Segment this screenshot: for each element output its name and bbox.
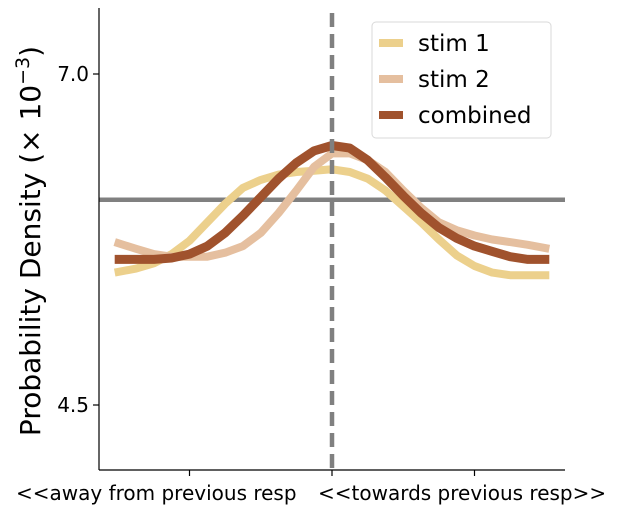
y-axis-label-main: Probability Density (× 10 [14,85,47,436]
y-axis-label-exponent: −3 [12,57,34,85]
y-tick-label: 7.0 [57,62,89,86]
y-tick-label: 4.5 [57,393,89,417]
legend: stim 1 stim 2 combined [371,21,552,139]
y-axis-label: Probability Density (× 10−3) [12,46,47,436]
legend-box [371,21,552,139]
y-axis-label-close: ) [14,46,47,57]
legend-label-stim-1: stim 1 [418,31,490,57]
series-lines [113,13,551,470]
x-axis-label-right: <<towards previous resp>> [318,481,606,505]
legend-label-combined: combined [418,103,531,129]
x-axis-label-left: <<away from previous resp [16,481,297,505]
ticks: 7.0 4.5 [57,62,476,476]
legend-label-stim-2: stim 2 [418,67,490,93]
